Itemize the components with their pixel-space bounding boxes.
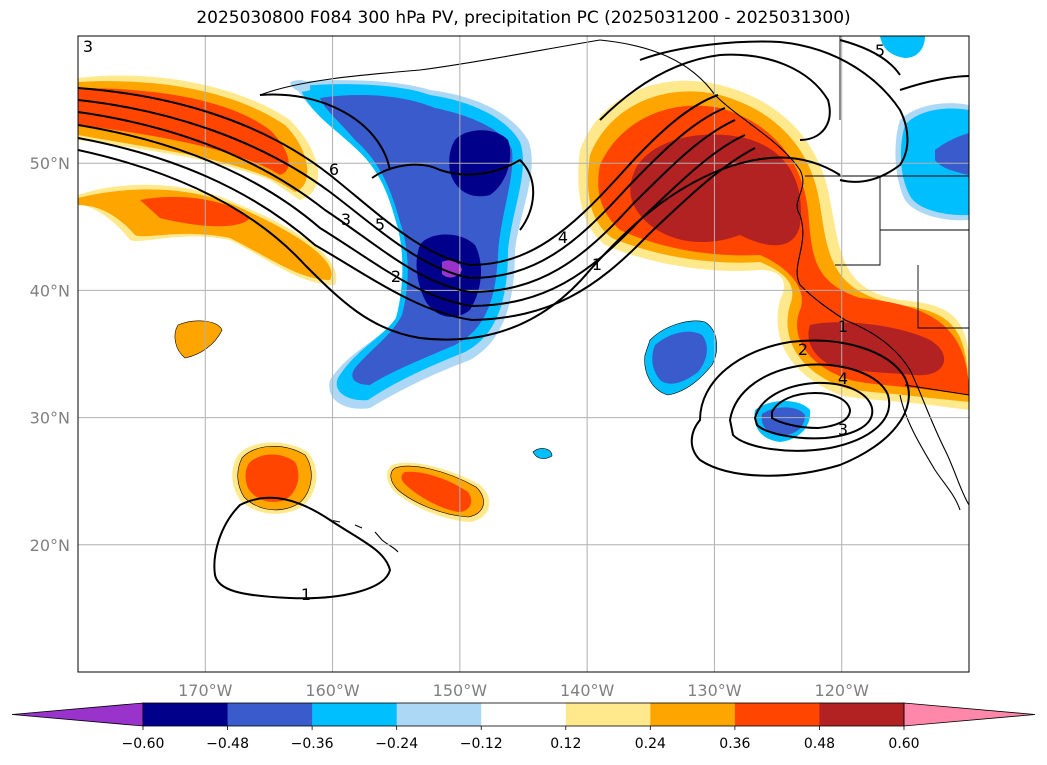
contour-label: 1 [592, 255, 602, 274]
fill-small-blob [174, 320, 223, 359]
colorbar-outline [142, 702, 905, 727]
y-tick-label: 40°N [30, 281, 70, 300]
pv-contour-band-5 [78, 137, 756, 322]
x-tick-label: 150°W [433, 681, 488, 700]
contour-label: 4 [558, 228, 568, 247]
contour-label: 3 [341, 210, 351, 229]
fill-lower-band-orange [78, 189, 332, 280]
colorbar-tick-label: −0.60 [122, 736, 165, 752]
contour-label: 5 [375, 215, 385, 234]
colorbar-tick-label: 0.60 [888, 736, 919, 752]
colorbar-tick-label: −0.36 [291, 736, 334, 752]
colorbar-segment [312, 703, 398, 726]
colorbar-tick-label: −0.24 [375, 736, 418, 752]
x-tick-label: 140°W [560, 681, 615, 700]
pv-contour-outer [78, 149, 841, 341]
fill-central-negative-purple [442, 260, 462, 278]
colorbar-extend-high [903, 702, 1036, 727]
fill-lower-band-red [140, 196, 250, 227]
colorbar-tick-label: −0.48 [206, 736, 249, 752]
border-us-mexico [904, 384, 969, 396]
pv-contour-band-2 [78, 99, 726, 280]
colorbar-segment [396, 703, 482, 726]
colorbar-extend-low [11, 702, 144, 727]
contour-label: 3 [838, 420, 848, 439]
contour-label: 6 [329, 160, 339, 179]
contour-label: 1 [301, 585, 311, 604]
y-tick-label: 50°N [30, 154, 70, 173]
fill-hawaii-east-red [401, 471, 472, 512]
colorbar-tick-label: 0.48 [804, 736, 835, 752]
fill-hawaii-west-red [245, 454, 299, 502]
fill-tiny-cyan [532, 448, 553, 459]
contour-label: 5 [875, 41, 885, 60]
pv-contour-band-3 [78, 111, 736, 294]
x-tick-label: 120°W [815, 681, 870, 700]
hawaii-chain [329, 519, 399, 553]
colorbar-segment [565, 703, 651, 726]
coastline-baja [899, 394, 961, 511]
coastline-west-us [796, 214, 969, 506]
colorbar-segment [481, 703, 567, 726]
colorbar-tick-label: −0.12 [460, 736, 503, 752]
fill-canada-negative-cyan [900, 108, 969, 216]
colorbar-tick-label: 0.12 [550, 736, 581, 752]
contour-label: 2 [798, 340, 808, 359]
colorbar-segment [734, 703, 820, 726]
y-tick-label: 20°N [30, 536, 70, 555]
pv-contour-cutoff-outer [690, 339, 910, 477]
pv-contour-cutoff-2 [728, 363, 891, 452]
fill-north-pacific-red [78, 88, 289, 175]
pv-contour-band-4 [78, 124, 746, 308]
x-tick-label: 170°W [178, 681, 233, 700]
pv-contour-ridge-north [259, 53, 831, 171]
colorbar-segment [143, 703, 229, 726]
pv-contour-hawaii [213, 496, 392, 600]
pv-contour-cutoff-4 [771, 391, 852, 430]
coastline-alaska [259, 39, 804, 216]
colorbar-segment [227, 703, 313, 726]
colorbar-segment [650, 703, 736, 726]
pv-contour-cutoff-3 [753, 381, 874, 440]
x-tick-label: 130°W [687, 681, 742, 700]
pv-contour-top-right [839, 39, 969, 91]
colorbar-tick-label: 0.36 [719, 736, 750, 752]
fill-ne-pacific-darkred [630, 134, 801, 246]
fill-subtropical-negative-blue [652, 331, 707, 384]
y-tick-label: 30°N [30, 409, 70, 428]
fill-top-cyan [880, 36, 925, 58]
pv-contour-ridge-north-2 [639, 40, 909, 183]
pv-contour-band-1 [78, 87, 719, 267]
pv-contour-central-trough [371, 158, 535, 231]
chart-title: 2025030800 F084 300 hPa PV, precipitatio… [196, 8, 851, 28]
border-us-states [835, 176, 969, 329]
contour-label: 2 [391, 267, 401, 286]
colorbar: −0.60 −0.48 −0.36 −0.24 −0.12 0.12 0.24 0.36 0.4… [11, 702, 1036, 752]
contour-label: 1 [838, 317, 848, 336]
fill-california-darkred [808, 322, 945, 376]
fill-canada-negative-blue [935, 133, 969, 175]
map-frame [77, 35, 970, 673]
colorbar-tick-label: 0.24 [635, 736, 666, 752]
contour-label: 3 [83, 37, 93, 56]
colorbar-segment [819, 703, 905, 726]
contour-label: 4 [838, 369, 848, 388]
x-tick-label: 160°W [305, 681, 360, 700]
